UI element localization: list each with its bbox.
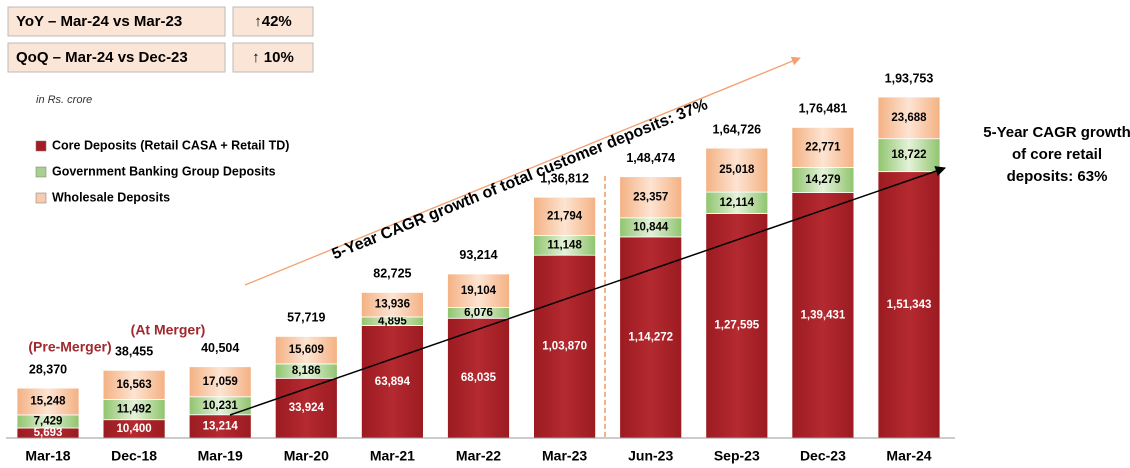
segment-label: 4,895 [378, 315, 407, 327]
segment-label: 23,357 [633, 191, 668, 203]
cagr-core: deposits: 63% [1007, 168, 1108, 185]
annotation: (Pre-Merger) [28, 339, 111, 355]
segment-label: 18,722 [891, 149, 926, 161]
x-tick-label: Dec-23 [800, 448, 846, 464]
legend-swatch [35, 140, 47, 152]
total-label: 1,48,474 [626, 151, 675, 165]
total-label: 1,76,481 [799, 102, 848, 116]
summary-boxes: YoY – Mar-24 vs Mar-23 ↑42% QoQ – Mar-24… [7, 6, 314, 73]
segment-label: 68,035 [461, 372, 497, 384]
segment-label: 13,936 [375, 299, 410, 311]
segment-label: 22,771 [805, 141, 841, 153]
segment-label: 1,51,343 [887, 299, 932, 311]
legend-label: Core Deposits (Retail CASA + Retail TD) [52, 138, 289, 152]
x-tick-label: Mar-24 [886, 448, 931, 464]
x-tick-label: Mar-23 [542, 448, 587, 464]
bar-segment [360, 292, 424, 318]
segment-label: 10,844 [633, 221, 669, 233]
total-label: 28,370 [29, 362, 67, 376]
segment-label: 10,400 [117, 423, 152, 435]
total-label: 38,455 [115, 345, 153, 359]
segment-label: 1,03,870 [542, 341, 587, 353]
total-label: 1,64,726 [712, 122, 761, 136]
segment-label: 17,059 [203, 376, 238, 388]
total-label: 1,36,812 [540, 172, 589, 186]
legend-label: Government Banking Group Deposits [52, 164, 276, 178]
summary-label: QoQ – Mar-24 vs Dec-23 [16, 49, 188, 66]
bar-segment [188, 366, 252, 398]
cagr-core: of core retail [1012, 146, 1102, 163]
segment-label: 8,186 [292, 365, 321, 377]
summary-value: ↑ 10% [252, 49, 294, 66]
trend-arrow [244, 56, 801, 286]
segment-label: 10,231 [203, 400, 239, 412]
segment-label: 11,148 [547, 239, 582, 251]
segment-label: 63,894 [375, 376, 411, 388]
segment-label: 7,429 [34, 415, 63, 427]
segment-label: 15,248 [30, 396, 66, 408]
x-tick-label: Mar-22 [456, 448, 501, 464]
x-tick-label: Mar-19 [198, 448, 243, 464]
legend-swatch [35, 192, 47, 204]
segment-label: 1,39,431 [801, 309, 846, 321]
total-label: 82,725 [373, 267, 411, 281]
x-tick-label: Mar-21 [370, 448, 415, 464]
segment-label: 1,27,595 [714, 320, 759, 332]
segment-label: 21,794 [547, 210, 583, 222]
total-label: 57,719 [287, 311, 325, 325]
cagr-core: 5-Year CAGR growth [983, 124, 1130, 141]
segment-label: 5,693 [34, 427, 63, 439]
segment-label: 12,114 [720, 197, 755, 209]
summary-box [7, 42, 226, 73]
bar-segment [705, 213, 769, 439]
legend-label: Wholesale Deposits [52, 190, 170, 204]
total-label: 93,214 [459, 248, 497, 262]
unit-note: in Rs. crore [36, 94, 92, 106]
annotation: (At Merger) [131, 322, 206, 338]
total-label: 40,504 [201, 341, 239, 355]
segment-label: 19,104 [461, 285, 497, 297]
segment-label: 6,076 [464, 307, 493, 319]
x-tick-label: Mar-20 [284, 448, 329, 464]
summary-label: YoY – Mar-24 vs Mar-23 [16, 13, 182, 30]
x-tick-label: Sep-23 [714, 448, 760, 464]
segment-label: 23,688 [891, 112, 927, 124]
summary-box [232, 6, 314, 37]
total-label: 1,93,753 [885, 71, 934, 85]
segment-label: 1,14,272 [628, 331, 673, 343]
bar-segment [533, 196, 596, 236]
x-tick-label: Dec-18 [111, 448, 157, 464]
x-tick-label: Jun-23 [628, 448, 673, 464]
core-arrow [229, 166, 946, 416]
bar-segment [877, 96, 941, 140]
bar-segment [16, 387, 80, 416]
segment-label: 16,563 [117, 379, 152, 391]
segment-label: 11,492 [117, 404, 152, 416]
bar-segment [791, 126, 855, 168]
segment-label: 33,924 [289, 402, 325, 414]
segment-label: 13,214 [203, 420, 239, 432]
segment-label: 25,018 [719, 164, 755, 176]
summary-value: ↑42% [254, 13, 292, 30]
bar-segment [619, 176, 683, 219]
bar-segment [447, 273, 510, 308]
x-tick-label: Mar-18 [25, 448, 70, 464]
bar-segment [274, 336, 338, 365]
summary-box [7, 6, 226, 37]
bar-segment [102, 369, 166, 400]
summary-box [232, 42, 314, 73]
bar-segment [705, 147, 769, 193]
segment-label: 15,609 [289, 344, 324, 356]
bar-segment [533, 254, 596, 439]
legend-swatch [35, 166, 47, 178]
bar-segment [877, 138, 941, 173]
segment-label: 14,279 [805, 174, 840, 186]
